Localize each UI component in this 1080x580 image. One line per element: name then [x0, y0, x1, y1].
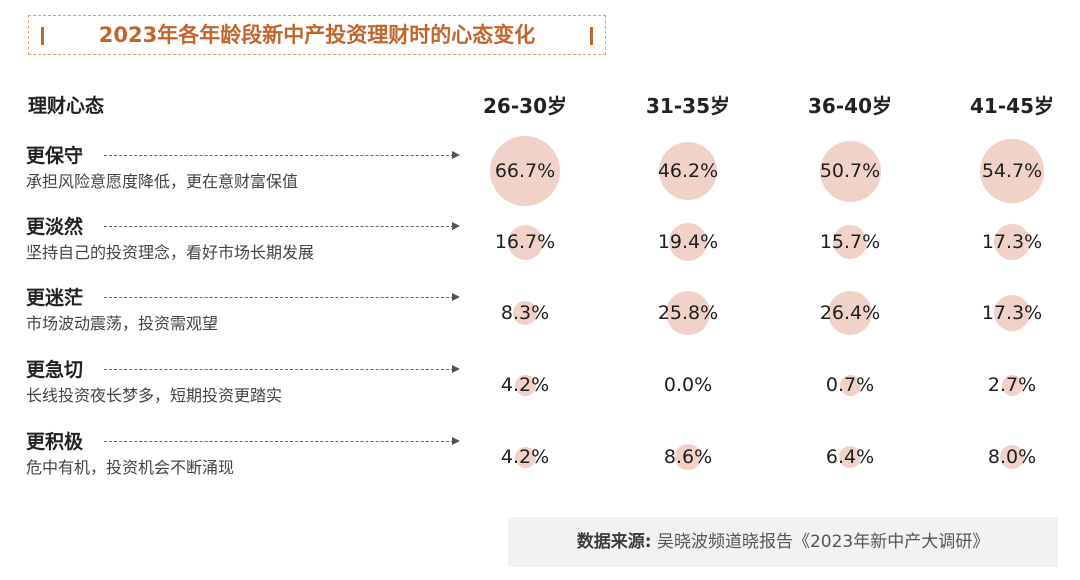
mindset-name: 更急切 — [26, 359, 84, 381]
leader-line — [104, 297, 454, 298]
value-label: 17.3% — [981, 302, 1043, 324]
value-label: 4.2% — [500, 446, 550, 468]
source-label: 数据来源: — [576, 532, 652, 552]
value-label: 6.4% — [825, 446, 875, 468]
mindset-description: 市场波动震荡，投资需观望 — [26, 314, 219, 333]
table-row: 更淡然坚持自己的投资理念，看好市场长期发展 16.7% 19.4% 15.7% 17.3… — [0, 212, 1080, 276]
leader-line — [104, 226, 454, 227]
value-label: 8.0% — [987, 446, 1037, 468]
value-bubble — [512, 300, 538, 326]
table-row: 更急切长线投资夜长梦多，短期投资更踏实 4.2% 0.0% 0.7% 2.7% — [0, 355, 1080, 419]
mindset-description: 长线投资夜长梦多，短期投资更踏实 — [26, 386, 283, 405]
value-bubble — [514, 446, 536, 468]
header-age-41-45: 41-45岁 — [970, 94, 1054, 118]
value-label: 8.3% — [500, 302, 550, 324]
value-bubble — [980, 139, 1044, 203]
value-bubble — [675, 444, 701, 470]
chart-title-box: 2023年各年龄段新中产投资理财时的心态变化 — [28, 15, 606, 55]
value-label: 8.6% — [663, 446, 713, 468]
value-bubble — [839, 446, 861, 468]
arrow-right-icon — [452, 437, 460, 445]
value-label: 66.7% — [494, 160, 556, 182]
header-age-31-35: 31-35岁 — [646, 94, 730, 118]
value-bubble — [827, 290, 873, 336]
mindset-name: 更积极 — [26, 431, 84, 453]
value-bubble — [994, 224, 1030, 260]
value-bubble — [507, 224, 543, 260]
mindset-name: 更保守 — [26, 145, 84, 167]
value-label: 0.7% — [825, 374, 875, 396]
mindset-description: 坚持自己的投资理念，看好市场长期发展 — [26, 243, 315, 262]
table-row: 更保守承担风险意愿度降低，更在意财富保值 66.7% 46.2% 50.7% 54.7% — [0, 136, 1080, 206]
value-label: 17.3% — [981, 231, 1043, 253]
leader-line — [104, 441, 454, 442]
arrow-right-icon — [452, 151, 460, 159]
arrow-right-icon — [452, 222, 460, 230]
mindset-description: 危中有机，投资机会不断涌现 — [26, 458, 235, 477]
arrow-right-icon — [452, 293, 460, 301]
mindset-name: 更迷茫 — [26, 287, 84, 309]
value-label: 50.7% — [819, 160, 881, 182]
chart-title: 2023年各年龄段新中产投资理财时的心态变化 — [98, 23, 536, 47]
source-text: 吴晓波频道晓报告《2023年新中产大调研》 — [656, 532, 990, 552]
value-label: 25.8% — [657, 302, 719, 324]
leader-line — [104, 369, 454, 370]
value-label: 19.4% — [657, 231, 719, 253]
header-age-36-40: 36-40岁 — [808, 94, 892, 118]
value-bubble — [666, 291, 710, 335]
value-bubble — [669, 223, 707, 261]
value-label: 15.7% — [819, 231, 881, 253]
value-bubble — [839, 374, 861, 396]
value-label: 16.7% — [494, 231, 556, 253]
mindset-name: 更淡然 — [26, 216, 84, 238]
data-source: 数据来源: 吴晓波频道晓报告《2023年新中产大调研》 — [508, 517, 1058, 567]
table-row: 更迷茫市场波动震荡，投资需观望 8.3% 25.8% 26.4% 17.3% — [0, 283, 1080, 347]
mindset-description: 承担风险意愿度降低，更在意财富保值 — [26, 172, 299, 191]
value-bubble — [490, 136, 560, 206]
title-accent-bar-left — [41, 27, 44, 45]
value-bubble — [658, 141, 718, 201]
value-bubble — [1001, 374, 1023, 396]
value-bubble — [514, 374, 536, 396]
header-age-26-30: 26-30岁 — [483, 94, 567, 118]
value-label: 2.7% — [987, 374, 1037, 396]
value-bubble — [994, 295, 1030, 331]
arrow-right-icon — [452, 365, 460, 373]
table-row: 更积极危中有机，投资机会不断涌现 4.2% 8.6% 6.4% 8.0% — [0, 427, 1080, 491]
value-label: 26.4% — [819, 302, 881, 324]
value-bubble — [999, 444, 1025, 470]
header-mindset: 理财心态 — [28, 95, 105, 117]
leader-line — [104, 155, 454, 156]
value-label: 4.2% — [500, 374, 550, 396]
header-row: 理财心态 26-30岁 31-35岁 36-40岁 41-45岁 — [0, 88, 1080, 124]
value-bubble — [833, 225, 867, 259]
value-label: 46.2% — [657, 160, 719, 182]
value-label: 0.0% — [663, 374, 713, 396]
title-accent-bar-right — [590, 27, 593, 45]
value-label: 54.7% — [981, 160, 1043, 182]
value-bubble — [819, 140, 881, 202]
